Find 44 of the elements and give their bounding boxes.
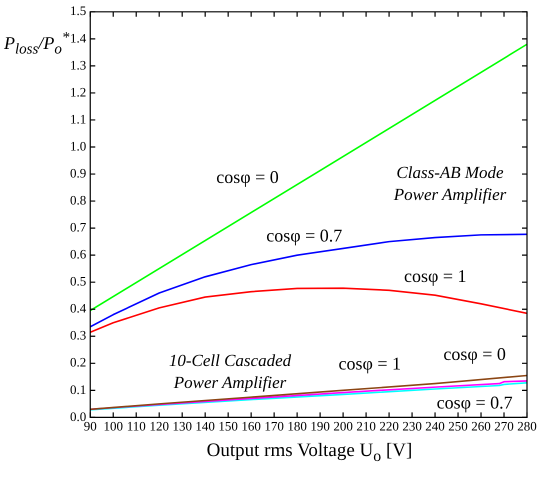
x-tick-label: 280 (517, 418, 537, 434)
annotation: 10-Cell Cascaded Power Amplifier (168, 350, 292, 394)
x-tick-label: 110 (126, 418, 146, 434)
y-tick-label: 0.1 (70, 382, 86, 397)
x-tick-label: 150 (218, 418, 238, 434)
x-tick-label: 170 (264, 418, 284, 434)
x-tick-label: 140 (195, 418, 215, 434)
x-tick-label: 100 (103, 418, 123, 434)
x-tick-label: 200 (333, 418, 353, 434)
series-label: cosφ = 0 (216, 166, 279, 187)
x-tick-label: 160 (241, 418, 261, 434)
series-label: cosφ = 1 (338, 353, 402, 374)
x-tick-label: 220 (379, 418, 399, 434)
y-tick-label: 0.2 (70, 354, 86, 370)
y-tick-label: 1.1 (70, 111, 86, 126)
y-tick-label: 1.4 (70, 30, 87, 46)
y-tick-label: 0.5 (70, 274, 86, 289)
y-tick-label: 0.9 (70, 165, 86, 180)
y-tick-label: 0.4 (70, 300, 87, 316)
series-label: cosφ = 0 (443, 344, 506, 364)
series-label: cosφ = 1 (404, 266, 467, 286)
y-tick-label: 1.5 (70, 3, 86, 18)
x-tick-label: 120 (149, 418, 169, 434)
x-tick-label: 240 (425, 418, 445, 434)
x-tick-label: 180 (287, 418, 307, 434)
x-axis-title: Output rms Voltage U$_{o}$ [V] (206, 440, 414, 466)
y-tick-label: 1.0 (70, 138, 86, 154)
series-label: cosφ = 0.7 (436, 392, 513, 413)
series-label: cosφ = 0.7 (266, 226, 342, 246)
y-tick-label: 0.8 (70, 192, 86, 208)
x-tick-label: 270 (494, 418, 514, 434)
x-tick-label: 260 (471, 418, 491, 434)
x-tick-label: 250 (448, 418, 468, 434)
y-tick-label: 1.3 (70, 57, 86, 72)
annotation: Class-AB Mode Power Amplifier (392, 162, 508, 206)
x-tick-label: 130 (172, 418, 192, 434)
x-tick-label: 210 (356, 418, 376, 434)
y-tick-label: 0.0 (70, 408, 86, 424)
y-tick-label: 1.2 (70, 84, 86, 100)
x-tick-label: 230 (402, 418, 422, 434)
y-tick-label: 0.6 (70, 246, 87, 262)
y-tick-label: 0.7 (70, 220, 87, 235)
x-tick-label: 190 (310, 418, 330, 434)
y-tick-label: 0.3 (70, 328, 86, 343)
